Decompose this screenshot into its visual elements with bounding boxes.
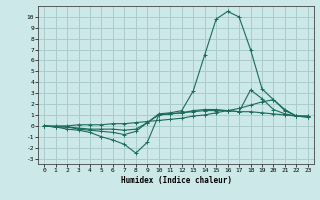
X-axis label: Humidex (Indice chaleur): Humidex (Indice chaleur) xyxy=(121,176,231,185)
